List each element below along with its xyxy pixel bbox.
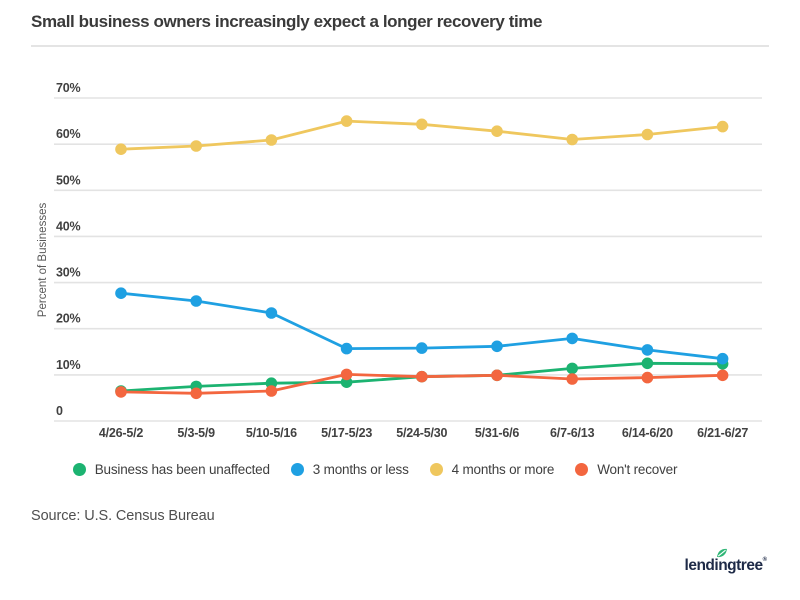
legend-item-won-t-recover: Won't recover: [575, 462, 677, 477]
data-point-won-t-recover: [265, 385, 278, 397]
data-point-business-has-been-unaffected: [641, 357, 654, 370]
data-point-4-months-or-more: [265, 134, 278, 146]
data-point-won-t-recover: [641, 371, 654, 384]
data-point-3-months-or-less: [566, 332, 578, 345]
data-point-business-has-been-unaffected: [566, 362, 578, 375]
x-tick-label: 6/21-6/27: [697, 426, 748, 440]
logo-leaf-anchor: n: [717, 548, 728, 574]
chart-title: Small business owners increasingly expec…: [31, 12, 543, 31]
data-point-4-months-or-more: [641, 128, 654, 141]
legend-swatch-3-months-or-less: [290, 463, 304, 476]
legend-label: Won't recover: [597, 462, 678, 477]
data-point-3-months-or-less: [491, 340, 503, 353]
data-point-4-months-or-more: [716, 120, 729, 133]
y-tick-label: 40%: [56, 219, 81, 233]
legend-label: Business has been unaffected: [94, 462, 270, 477]
data-point-won-t-recover: [716, 369, 729, 382]
y-tick-label: 70%: [56, 81, 81, 95]
y-tick-label: 10%: [56, 358, 81, 372]
legend-swatch-business-has-been-unaffected: [72, 463, 86, 476]
logo-text-start: lendi: [684, 557, 719, 574]
source-note: Source: U.S. Census Bureau: [31, 508, 215, 524]
legend-label: 4 months or more: [451, 462, 555, 477]
title-divider: [31, 45, 769, 47]
data-point-3-months-or-less: [340, 342, 353, 355]
logo-text-mid: n: [718, 557, 728, 574]
x-tick-label: 5/17-5/23: [321, 426, 372, 440]
data-point-4-months-or-more: [115, 143, 127, 155]
legend-swatch-won-t-recover: [575, 463, 589, 476]
data-point-4-months-or-more: [416, 118, 428, 131]
legend-item-4-months-or-more: 4 months or more: [429, 462, 555, 477]
data-point-won-t-recover: [491, 369, 503, 382]
data-point-3-months-or-less: [115, 287, 127, 300]
data-point-won-t-recover: [416, 370, 428, 383]
data-point-won-t-recover: [340, 368, 353, 381]
data-point-3-months-or-less: [641, 344, 654, 356]
x-tick-label: 5/31-6/6: [475, 426, 520, 440]
data-point-3-months-or-less: [265, 307, 278, 319]
x-tick-label: 5/24-5/30: [396, 426, 447, 440]
data-point-4-months-or-more: [340, 115, 353, 127]
y-tick-label: 60%: [56, 127, 81, 141]
legend-swatch-4-months-or-more: [429, 463, 443, 476]
data-point-won-t-recover: [115, 386, 127, 398]
x-tick-label: 6/7-6/13: [550, 426, 595, 440]
y-tick-label: 30%: [56, 266, 81, 280]
legend-item-3-months-or-less: 3 months or less: [290, 462, 409, 477]
x-tick-label: 5/10-5/16: [246, 426, 297, 440]
logo-text-end: gtree: [727, 557, 763, 574]
y-tick-label: 20%: [56, 312, 81, 326]
y-axis-title: Percent of Businesses: [37, 203, 49, 318]
x-tick-label: 5/3-5/9: [177, 426, 215, 440]
y-tick-label: 50%: [56, 173, 81, 187]
legend-label: 3 months or less: [312, 462, 409, 477]
y-tick-label: 0: [56, 404, 63, 418]
registered-trademark: ®: [762, 557, 767, 563]
x-tick-label: 4/26-5/2: [99, 426, 144, 440]
data-point-4-months-or-more: [190, 140, 202, 152]
lendingtree-logo: lendi ngtree®: [684, 548, 767, 575]
data-point-3-months-or-less: [416, 342, 428, 354]
x-tick-label: 6/14-6/20: [622, 426, 673, 440]
legend-item-business-has-been-unaffected: Business has been unaffected: [72, 462, 270, 477]
data-point-3-months-or-less: [190, 295, 202, 307]
data-point-4-months-or-more: [566, 133, 578, 146]
data-point-3-months-or-less: [716, 352, 729, 365]
data-point-won-t-recover: [190, 387, 202, 400]
legend: Business has been unaffected 3 months or …: [0, 462, 800, 477]
data-point-4-months-or-more: [491, 125, 503, 137]
data-point-won-t-recover: [566, 373, 578, 385]
leaf-icon: [717, 548, 728, 558]
